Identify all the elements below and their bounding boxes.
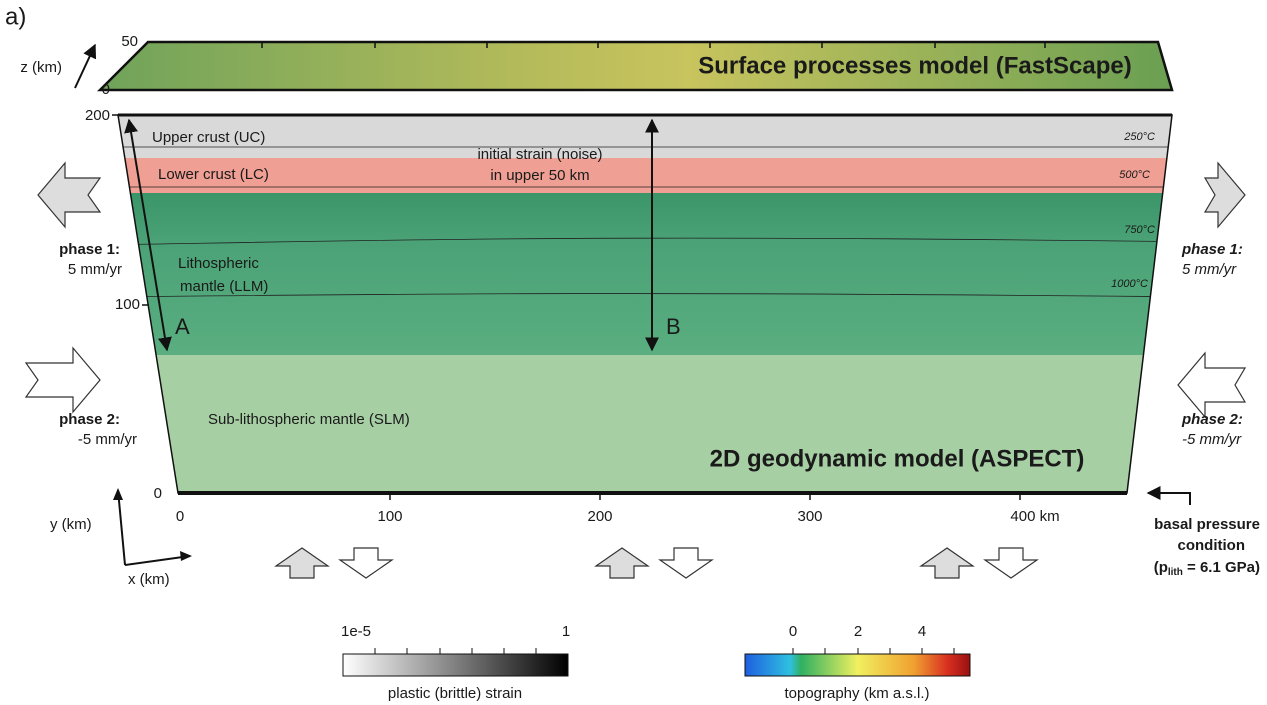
layer-label: mantle (LLM): [180, 278, 268, 295]
x-axis-label: x (km): [128, 571, 170, 588]
y-tick-label: 100: [115, 296, 140, 313]
y-tick-label: 0: [154, 485, 162, 502]
z-axis-label: z (km): [20, 59, 62, 76]
layer-label: Upper crust (UC): [152, 129, 265, 146]
y-axis-label: y (km): [50, 516, 92, 533]
basal-arrow: [1146, 486, 1191, 505]
strain-colorbar: [342, 653, 569, 677]
panel-label: a): [5, 3, 26, 30]
layer-label: Lower crust (LC): [158, 166, 269, 183]
x-tick-label: 100: [377, 508, 402, 525]
bottom-arrows: [274, 547, 1039, 579]
strain-colorbar-ticks: [374, 648, 537, 654]
colorbar-tick-label: 4: [918, 623, 926, 640]
phase-rate: 5 mm/yr: [1182, 261, 1237, 278]
phase-rate: -5 mm/yr: [78, 431, 137, 448]
basal-pressure: (plith = 6.1 GPa): [1154, 559, 1260, 578]
phase-label: phase 2:: [59, 411, 120, 428]
x-tick-label: 0: [176, 508, 184, 525]
surface-ticks: [261, 42, 1046, 48]
left-arrow-white: [24, 346, 101, 414]
right-arrow-gray: [1203, 161, 1246, 229]
marker-label: A: [175, 314, 190, 339]
x-tick-label: 200: [587, 508, 612, 525]
phase-rate: 5 mm/yr: [68, 261, 122, 278]
isotherm-label: 1000°C: [1111, 278, 1148, 290]
model-title: 2D geodynamic model (ASPECT): [710, 445, 1085, 472]
axes-indicator: [117, 489, 191, 566]
right-arrow-white: [1177, 351, 1247, 419]
text: = 6.1 GPa): [1183, 559, 1260, 576]
x-ticks: [389, 493, 1021, 500]
x-tick-label: 400 km: [1010, 508, 1059, 525]
surface-title: Surface processes model (FastScape): [698, 52, 1132, 79]
x-tick-label: 300: [797, 508, 822, 525]
z-tick-label: 50: [121, 33, 138, 50]
isotherm-label: 250°C: [1123, 131, 1155, 143]
layer-label: Sub-lithospheric mantle (SLM): [208, 411, 410, 428]
z-arrow: [74, 43, 97, 89]
layer-label: Lithospheric: [178, 255, 259, 272]
strain-note: in upper 50 km: [490, 167, 589, 184]
colorbar-label: plastic (brittle) strain: [388, 685, 522, 702]
axes-indicator-heads: [113, 488, 192, 561]
text: (p: [1154, 559, 1168, 576]
phase-rate: -5 mm/yr: [1182, 431, 1242, 448]
isotherm-label: 500°C: [1119, 169, 1150, 181]
colorbar-tick-label: 1: [562, 623, 570, 640]
subscript: lith: [1168, 567, 1183, 578]
colorbar-tick-label: 2: [854, 623, 862, 640]
topography-colorbar: [744, 653, 971, 677]
basal-label: condition: [1178, 537, 1246, 554]
z-tick-label: 0: [102, 81, 110, 98]
phase-label: phase 1:: [59, 241, 120, 258]
strain-note: initial strain (noise): [477, 146, 602, 163]
basal-label: basal pressure: [1154, 516, 1260, 533]
isotherm-label: 750°C: [1124, 224, 1155, 236]
marker-label: B: [666, 314, 681, 339]
phase-label: phase 2:: [1181, 411, 1243, 428]
y-tick-label: 200: [85, 107, 110, 124]
colorbar-label: topography (km a.s.l.): [784, 685, 929, 702]
left-arrow-gray: [37, 161, 102, 229]
colorbar-tick-label: 1e-5: [341, 623, 371, 640]
topography-colorbar-ticks: [792, 648, 955, 654]
arrow-a: [124, 118, 172, 352]
colorbar-tick-label: 0: [789, 623, 797, 640]
phase-label: phase 1:: [1181, 241, 1243, 258]
